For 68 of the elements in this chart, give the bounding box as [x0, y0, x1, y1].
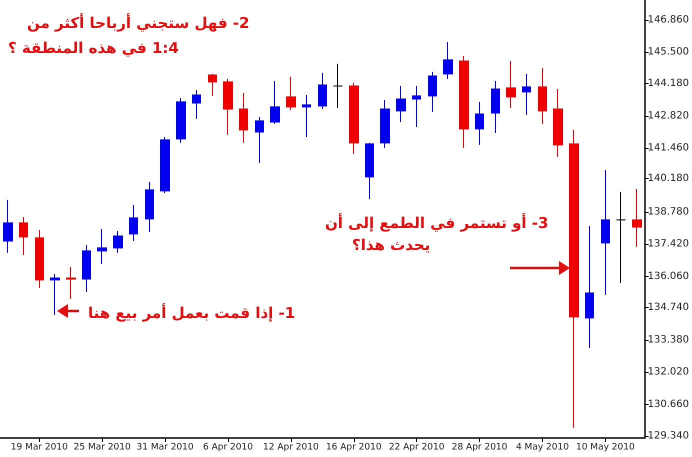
candlestick: [522, 73, 531, 116]
candlestick: [380, 99, 390, 148]
x-tick-label: 22 Apr 2010: [388, 442, 445, 452]
y-tick-label: 138.780: [648, 206, 690, 218]
candlestick: [160, 136, 170, 194]
candlestick: [82, 244, 91, 292]
x-tick-label: 12 Apr 2010: [263, 442, 319, 452]
candlestick: [601, 169, 610, 296]
y-tick-label: 133.380: [648, 334, 690, 346]
candlestick: [412, 85, 421, 128]
x-tick-label: 10 May 2010: [576, 442, 635, 452]
annotation: 2- فهل ستجني أرباحا أكثر من 1:4 في هذه المنطقة ؟: [8, 14, 250, 57]
candlestick: [223, 78, 233, 136]
candlestick: [459, 56, 469, 148]
candlestick: [19, 216, 28, 256]
candlestick: [538, 67, 547, 124]
candlestick: [443, 42, 453, 80]
y-tick-label: 144.180: [648, 78, 690, 90]
x-tick-label: 16 Apr 2010: [326, 442, 382, 452]
candlestick: [491, 80, 500, 134]
candlestick: [302, 94, 311, 138]
y-tick-label: 140.180: [648, 173, 690, 184]
candlestick: [3, 199, 13, 254]
candlestick: [585, 226, 594, 349]
y-tick-label: 146.860: [648, 14, 690, 26]
candlestick: [113, 230, 123, 254]
candlestick: [365, 142, 374, 200]
candlestick: [239, 92, 248, 144]
candlestick: [208, 73, 217, 96]
candlestick: [270, 80, 280, 124]
candlestick: [145, 181, 154, 232]
y-tick-label: 145.500: [648, 46, 690, 58]
candlestick: [129, 204, 138, 242]
y-tick-label: 130.660: [648, 399, 690, 410]
candlestick: [50, 273, 60, 316]
candlestick: [286, 76, 296, 110]
x-tick-label: 28 Apr 2010: [452, 442, 508, 452]
y-tick-label: 132.020: [648, 366, 690, 378]
candlestick: [66, 266, 76, 300]
candlestick: [396, 85, 406, 123]
y-tick-label: 142.820: [648, 110, 690, 122]
candlestick: [428, 71, 437, 112]
y-tick-label: 129.340: [648, 430, 690, 442]
y-tick-label: 137.420: [648, 238, 690, 250]
candlestick: [553, 88, 563, 158]
x-tick-label: 19 Mar 2010: [10, 442, 68, 452]
annotation: 1- إذا قمت بعمل أمر بيع هنا: [88, 304, 296, 322]
y-tick-label: 136.060: [648, 270, 690, 282]
x-tick-label: 6 Apr 2010: [203, 442, 254, 452]
candlestick: [318, 72, 327, 110]
candlestick: [506, 60, 516, 109]
candlestick: [569, 129, 579, 428]
candlestick: [97, 228, 107, 264]
candlestick: [255, 116, 264, 164]
x-tick-label: 31 Mar 2010: [136, 442, 194, 452]
candlestick: [475, 101, 484, 146]
candlestick: [192, 89, 201, 120]
x-tick-label: 25 Mar 2010: [74, 442, 131, 452]
candlestick: [176, 98, 186, 144]
candlestick: [616, 191, 626, 284]
candlestick: [333, 63, 343, 109]
x-tick-label: 4 May 2010: [516, 442, 570, 452]
y-tick-label: 134.740: [648, 302, 690, 314]
y-tick-label: 141.460: [648, 142, 690, 154]
candlestick: [632, 188, 642, 248]
candlestick: [35, 230, 44, 288]
annotation: 3- أو تستمر في الطمع إلى أن يحدث هذا؟: [325, 214, 548, 254]
candlestick: [349, 82, 359, 154]
